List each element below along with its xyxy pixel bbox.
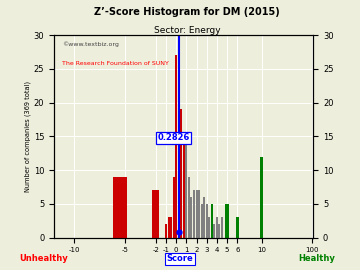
Y-axis label: Number of companies (369 total): Number of companies (369 total) (24, 81, 31, 192)
Text: ©www.textbiz.org: ©www.textbiz.org (62, 41, 119, 47)
Bar (221, 217, 223, 238)
Bar (190, 197, 193, 238)
Bar (175, 55, 177, 238)
Bar (152, 190, 159, 238)
Text: Unhealthy: Unhealthy (19, 254, 68, 263)
Bar (208, 217, 210, 238)
Bar (178, 109, 180, 238)
Bar (260, 157, 263, 238)
Bar (185, 143, 187, 238)
Bar (216, 217, 218, 238)
Bar (225, 204, 229, 238)
Text: Z’-Score Histogram for DM (2015): Z’-Score Histogram for DM (2015) (94, 7, 280, 17)
Bar (183, 143, 185, 238)
Bar (235, 217, 239, 238)
Bar (198, 190, 200, 238)
Text: Score: Score (167, 254, 193, 263)
Bar (170, 217, 172, 238)
Bar (206, 204, 208, 238)
Text: The Research Foundation of SUNY: The Research Foundation of SUNY (62, 61, 168, 66)
Bar (188, 177, 190, 238)
Bar (180, 109, 182, 238)
Text: Sector: Energy: Sector: Energy (154, 26, 221, 35)
Text: 0.2826: 0.2826 (157, 133, 190, 142)
Bar (167, 217, 170, 238)
Bar (195, 190, 198, 238)
Bar (213, 224, 215, 238)
Bar (193, 190, 195, 238)
Bar (113, 177, 127, 238)
Bar (219, 224, 220, 238)
Bar (211, 204, 213, 238)
Bar (201, 204, 203, 238)
Text: Healthy: Healthy (298, 254, 335, 263)
Bar (172, 177, 175, 238)
Bar (203, 197, 205, 238)
Bar (165, 224, 167, 238)
